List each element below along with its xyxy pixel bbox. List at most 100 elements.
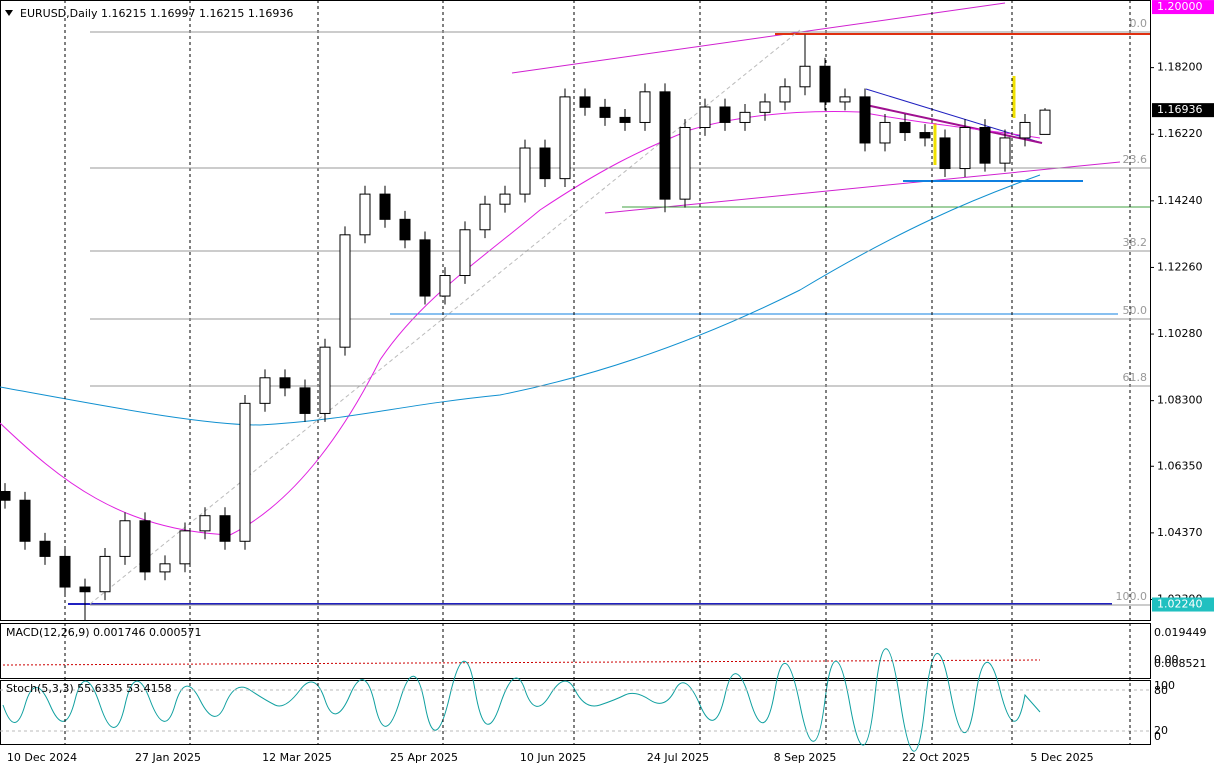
- candle-body: [259, 377, 271, 404]
- y-tick-label: 1.10280: [1157, 327, 1203, 340]
- price-label-box: [1152, 597, 1214, 612]
- candle-body: [859, 96, 871, 144]
- fib-base: [89, 29, 801, 605]
- candle-body: [459, 229, 471, 277]
- y-tick-label: 1.16220: [1157, 127, 1203, 140]
- y-tick-label: 1.04370: [1157, 526, 1203, 539]
- stoch-label: Stoch(5,3,3) 55.6335 53.4158: [6, 682, 172, 695]
- fib-label: 100.0: [1116, 590, 1148, 603]
- candle-body: [899, 121, 911, 134]
- candle-body: [539, 147, 551, 180]
- candle-body: [79, 586, 91, 593]
- candle-body: [59, 555, 71, 588]
- candle-body: [379, 193, 391, 220]
- candle-body: [779, 86, 791, 103]
- candle-body: [239, 402, 251, 542]
- fib-label: 0.0: [1130, 17, 1148, 30]
- candle-body: [519, 147, 531, 195]
- candle-body: [279, 377, 291, 389]
- chart-title: EURUSD,Daily 1.16215 1.16997 1.16215 1.1…: [20, 7, 293, 20]
- x-tick-label: 22 Oct 2025: [902, 751, 970, 764]
- x-tick-label: 25 Apr 2025: [390, 751, 458, 764]
- stoch-tick-label: 20: [1154, 724, 1168, 737]
- candle-body: [99, 555, 111, 593]
- ma-slow: [0, 174, 1041, 426]
- drawings: [0, 2, 1150, 752]
- fib-label: 50.0: [1123, 304, 1148, 317]
- candle-body: [739, 111, 751, 123]
- y-tick-label: 1.14240: [1157, 194, 1203, 207]
- candle-body: [599, 106, 611, 118]
- candle-body: [559, 96, 571, 180]
- candle-body: [959, 126, 971, 170]
- candle-body: [719, 106, 731, 123]
- x-tick-label: 8 Sep 2025: [774, 751, 837, 764]
- candle-body: [39, 540, 51, 557]
- fib-label: 38.2: [1123, 236, 1148, 249]
- macd-tick-label: 0.00: [1154, 653, 1179, 666]
- candle-body: [399, 218, 411, 241]
- candle-body: [619, 116, 631, 123]
- candle-body: [919, 132, 931, 139]
- x-tick-label: 5 Dec 2025: [1030, 751, 1093, 764]
- candle-body: [939, 137, 951, 170]
- trend-line: [865, 104, 1043, 144]
- fib-label: 61.8: [1123, 371, 1148, 384]
- candle-body: [479, 203, 491, 231]
- fib-label: 23.6: [1123, 153, 1148, 166]
- candle-body: [799, 65, 811, 88]
- y-tick-label: 1.06350: [1157, 459, 1203, 472]
- macd-signal: [2, 659, 1041, 666]
- channel-bottom: [604, 161, 1121, 214]
- candle-body: [339, 234, 351, 348]
- candle-body: [179, 530, 191, 565]
- candle-body: [0, 490, 11, 501]
- y-tick-label: 1.08300: [1157, 394, 1203, 407]
- x-tick-label: 10 Jun 2025: [520, 751, 586, 764]
- stoch-tick-label: 80: [1154, 684, 1168, 697]
- candle-body: [159, 563, 171, 573]
- candle-body: [839, 96, 851, 103]
- price-label-box: [1152, 103, 1214, 118]
- candle-body: [199, 515, 211, 532]
- price-label: 1.20000: [1157, 0, 1203, 13]
- macd-tick-label: 0.019449: [1154, 626, 1207, 639]
- candle-body: [219, 515, 231, 542]
- price-label: 1.02240: [1157, 598, 1203, 611]
- candle-body: [679, 126, 691, 200]
- channel-top: [511, 2, 1006, 74]
- candle-body: [439, 275, 451, 297]
- candle-body: [1019, 121, 1031, 139]
- x-tick-label: 24 Jul 2025: [647, 751, 709, 764]
- stoch-tick-label: 100: [1154, 679, 1175, 692]
- menu-arrow: [5, 10, 13, 16]
- price-label: 1.16936: [1157, 103, 1203, 116]
- candle-body: [879, 121, 891, 144]
- candle-body: [19, 499, 31, 542]
- y-tick-label: 1.12260: [1157, 260, 1203, 273]
- main-panel: [0, 0, 1151, 621]
- macd-panel: [0, 623, 1151, 679]
- candle-body: [499, 193, 511, 205]
- candle-body: [819, 65, 831, 103]
- x-tick-label: 10 Dec 2024: [7, 751, 77, 764]
- x-tick-label: 27 Jan 2025: [135, 751, 201, 764]
- y-tick-label: 1.18200: [1157, 61, 1203, 74]
- candle-body: [119, 520, 131, 557]
- candle-body: [299, 387, 311, 414]
- candle-body: [139, 520, 151, 573]
- candle-body: [659, 91, 671, 200]
- candle-body: [759, 101, 771, 113]
- candle-body: [579, 96, 591, 108]
- candle-body: [319, 346, 331, 414]
- candle-body: [1039, 109, 1051, 135]
- candle-body: [419, 239, 431, 297]
- candle-body: [359, 193, 371, 236]
- stoch-tick-label: 0: [1154, 730, 1161, 743]
- candle-body: [699, 106, 711, 128]
- macd-tick-label: 0.008521: [1154, 657, 1207, 670]
- candle-body: [979, 126, 991, 164]
- x-tick-label: 12 Mar 2025: [262, 751, 332, 764]
- price-label-box: [1152, 0, 1214, 15]
